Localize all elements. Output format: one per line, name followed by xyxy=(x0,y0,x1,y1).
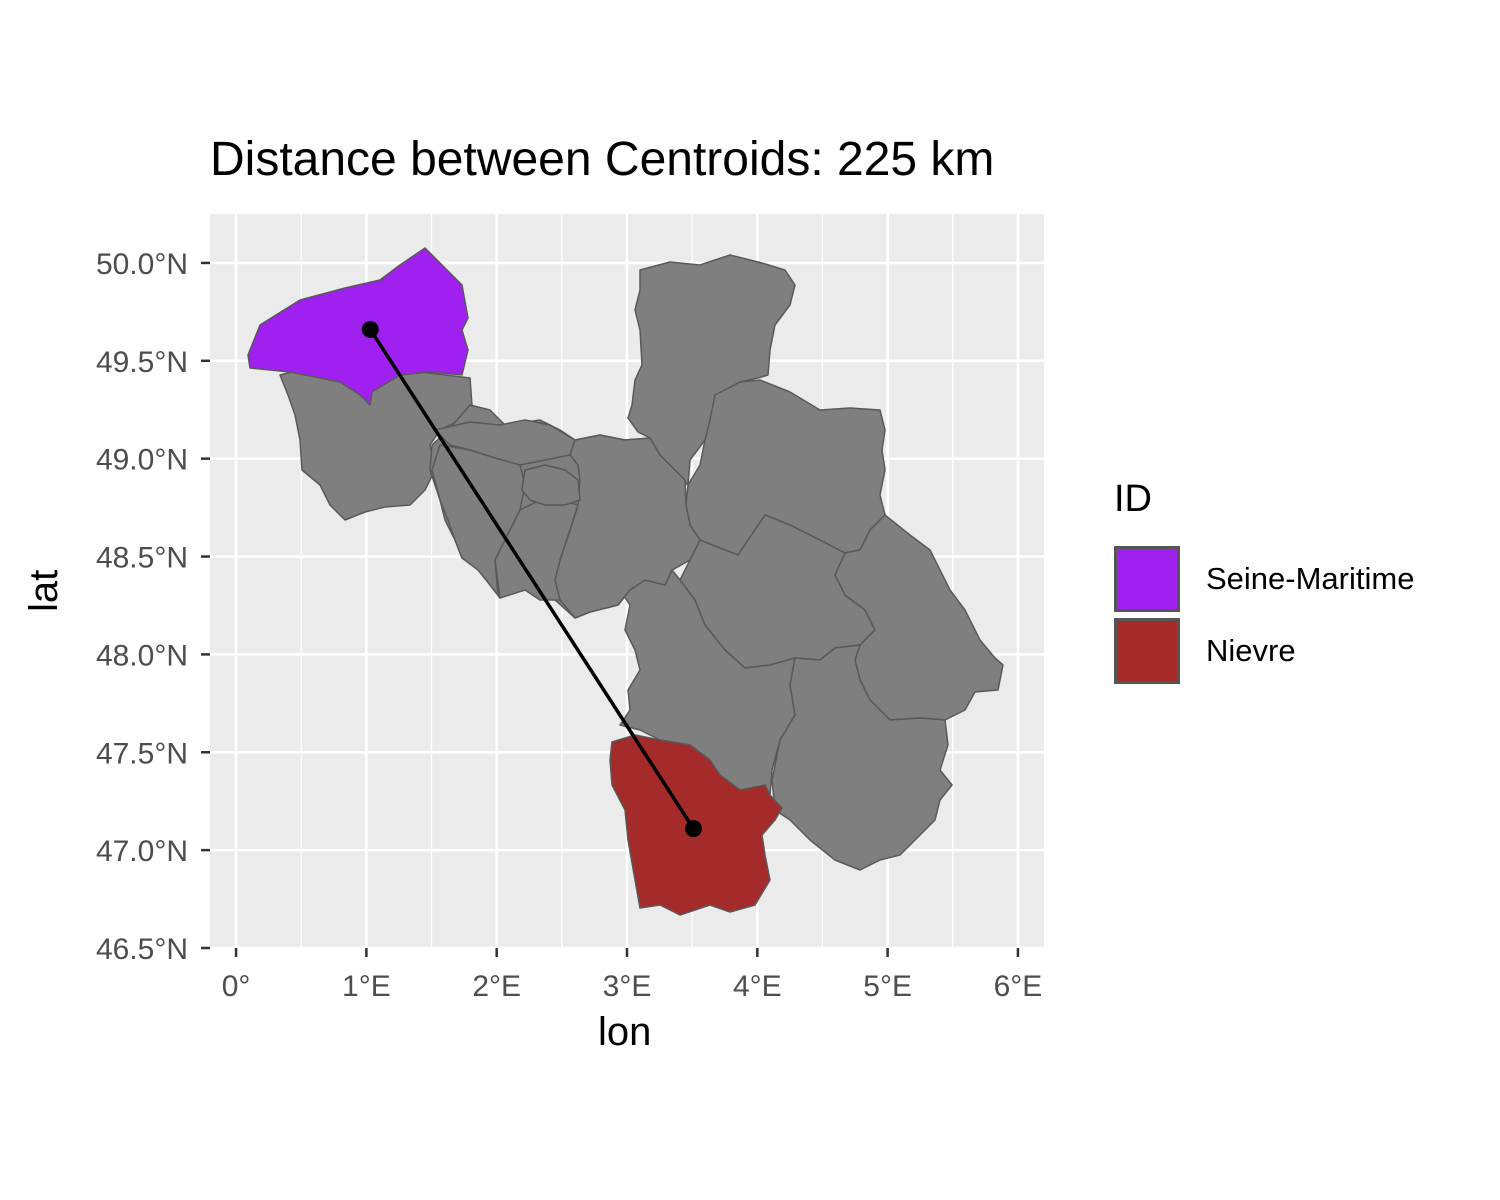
x-tick-label: 4°E xyxy=(733,970,782,1003)
centroid-point xyxy=(684,820,702,838)
region-seine-maritime xyxy=(247,247,469,406)
y-tick-label: 47.5°N xyxy=(96,737,188,770)
y-axis-title: lat xyxy=(22,569,66,612)
y-tick-label: 48.0°N xyxy=(96,639,188,672)
x-tick-label: 2°E xyxy=(472,970,521,1003)
x-axis: 0° 1°E 2°E 3°E 4°E 5°E 6°E xyxy=(222,948,1043,1003)
centroid-point xyxy=(361,320,379,338)
y-tick-label: 50.0°N xyxy=(96,248,188,281)
y-axis: 46.5°N 47.0°N 47.5°N 48.0°N 48.5°N 49.0°N 49.5… xyxy=(96,248,210,966)
region-yvelines xyxy=(431,444,526,596)
legend-key-seine-maritime xyxy=(1114,546,1180,612)
x-tick-label: 0° xyxy=(222,970,251,1003)
region-haute-marne xyxy=(834,514,1004,721)
y-tick-label: 49.0°N xyxy=(96,444,188,477)
legend-key-nievre xyxy=(1114,618,1180,684)
region-essonne xyxy=(494,499,579,601)
x-tick-label: 3°E xyxy=(603,970,652,1003)
map-regions xyxy=(247,247,1004,916)
x-tick-label: 5°E xyxy=(863,970,912,1003)
region-paris-petite-couronne xyxy=(521,464,581,506)
legend: ID Seine-Maritime Nievre xyxy=(1114,478,1414,687)
legend-title: ID xyxy=(1114,478,1152,520)
distance-line xyxy=(368,328,695,830)
region-cote-dor xyxy=(771,644,953,871)
y-tick-label: 48.5°N xyxy=(96,542,188,575)
y-tick-label: 47.0°N xyxy=(96,835,188,868)
x-tick-label: 6°E xyxy=(994,970,1043,1003)
centroid-connector xyxy=(361,320,702,838)
legend-label-seine-maritime: Seine-Maritime xyxy=(1206,561,1415,596)
legend-item-seine-maritime: Seine-Maritime xyxy=(1114,543,1414,615)
y-tick-label: 46.5°N xyxy=(96,933,188,966)
x-axis-title: lon xyxy=(598,1010,652,1054)
x-tick-label: 1°E xyxy=(342,970,391,1003)
y-tick-label: 49.5°N xyxy=(96,346,188,379)
legend-label-nievre: Nievre xyxy=(1206,633,1296,668)
chart-title: Distance between Centroids: 225 km xyxy=(210,133,995,186)
legend-item-nievre: Nievre xyxy=(1114,615,1414,687)
